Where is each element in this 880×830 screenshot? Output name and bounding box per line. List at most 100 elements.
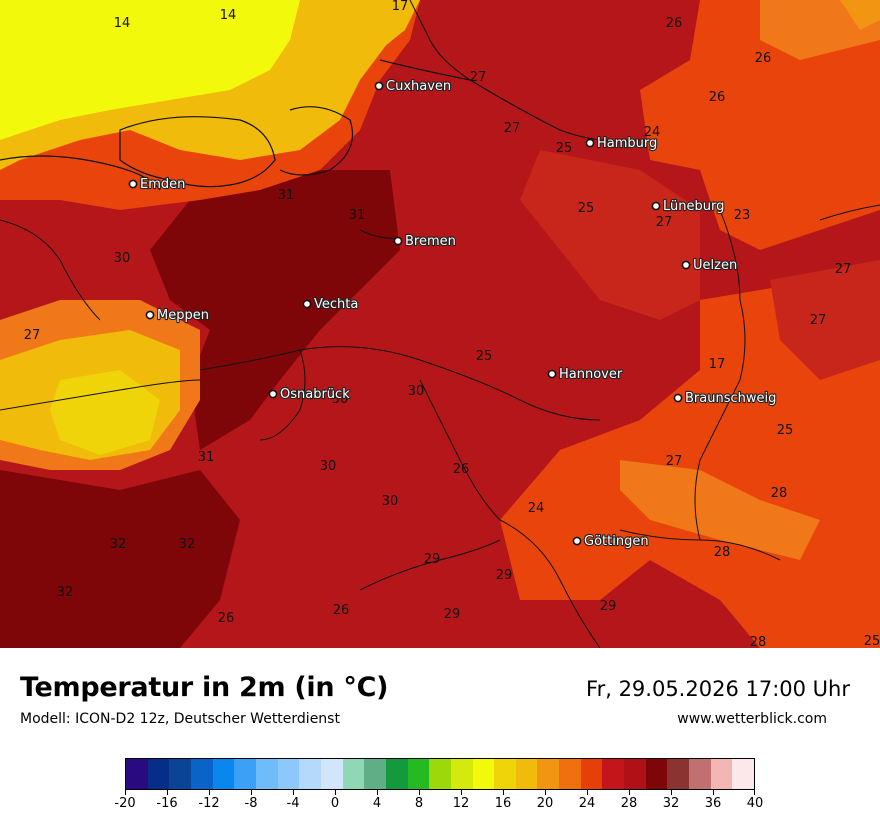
legend-swatch <box>320 759 343 789</box>
legend-swatch <box>602 759 625 789</box>
isotherm-label: 23 <box>734 208 751 223</box>
isotherm-label: 27 <box>835 262 852 277</box>
city-label: Lüneburg <box>663 199 724 214</box>
legend-tick-mark <box>335 790 336 795</box>
isotherm-label: 17 <box>709 357 726 372</box>
isotherm-label: 27 <box>24 328 41 343</box>
temp-field-20-22 <box>840 0 880 30</box>
isotherm-label: 24 <box>644 125 661 140</box>
legend-tick-label: 28 <box>620 796 638 811</box>
isotherm-label: 29 <box>600 599 617 614</box>
legend-swatch <box>190 759 213 789</box>
legend-tick-mark <box>419 790 420 795</box>
city-marker-dot <box>145 310 155 320</box>
state-border-nrw <box>199 346 601 421</box>
legend-swatch <box>234 759 256 789</box>
legend-swatch <box>169 759 191 789</box>
city-label: Uelzen <box>693 258 737 273</box>
city-marker-dot <box>547 369 557 379</box>
legend-tick-mark <box>545 790 546 795</box>
elbe-estuary <box>379 59 641 142</box>
temp-field-30-32-south <box>0 470 240 648</box>
isotherm-label: 27 <box>810 313 827 328</box>
state-border-harz <box>619 529 781 561</box>
isotherm-label: 30 <box>408 384 425 399</box>
color-legend <box>125 758 755 790</box>
isotherm-label: 25 <box>556 141 573 156</box>
temp-field-22-24-south <box>620 460 820 560</box>
city-label: Meppen <box>157 308 209 323</box>
legend-swatch <box>429 759 451 789</box>
isotherm-label: 24 <box>528 501 545 516</box>
legend-tick-mark <box>671 790 672 795</box>
isotherm-label: 32 <box>110 537 127 552</box>
isotherm-label: 28 <box>714 545 731 560</box>
website-link[interactable]: www.wetterblick.com <box>677 711 827 727</box>
legend-tick-label: 4 <box>372 796 382 811</box>
coast-cuxhaven <box>409 0 471 81</box>
isotherm-label: 30 <box>320 459 337 474</box>
legend-swatch <box>212 759 235 789</box>
city-label: Braunschweig <box>685 391 776 406</box>
city-marker-dot <box>681 260 691 270</box>
legend-swatch <box>126 759 148 789</box>
isotherm-label: 27 <box>470 70 487 85</box>
isotherm-label: 26 <box>218 611 235 626</box>
isotherm-label: 31 <box>198 450 215 465</box>
legend-tick-mark <box>629 790 630 795</box>
city-label: Osnabrück <box>280 387 350 402</box>
state-border-south <box>359 539 501 591</box>
isotherm-label: 29 <box>424 552 441 567</box>
coastline-jade <box>279 106 354 176</box>
state-border-weser <box>419 379 501 521</box>
legend-swatch <box>472 759 495 789</box>
legend-swatch <box>299 759 321 789</box>
legend-tick-label: 20 <box>536 796 554 811</box>
isotherm-label: 31 <box>349 208 366 223</box>
city-label: Cuxhaven <box>386 79 451 94</box>
city-marker-dot <box>585 138 595 148</box>
map-title: Temperatur in 2m (in °C) <box>20 672 389 703</box>
legend-swatch <box>407 759 430 789</box>
legend-tick-label: -4 <box>286 796 300 811</box>
isotherm-label: 25 <box>864 634 880 648</box>
map-footer: Temperatur in 2m (in °C) Modell: ICON-D2… <box>0 648 880 830</box>
legend-tick-label: 16 <box>494 796 512 811</box>
city-marker-dot <box>128 179 138 189</box>
legend-tick-label: 0 <box>330 796 340 811</box>
legend-tick-label: -20 <box>114 796 136 811</box>
legend-tick-mark <box>125 790 126 795</box>
isotherm-label: 29 <box>496 568 513 583</box>
city-markers: Cuxhaven Hamburg Emden Lüneburg Bremen Uelzen… <box>128 78 777 550</box>
city-marker-dot <box>651 201 661 211</box>
legend-swatch <box>385 759 408 789</box>
legend-swatch <box>147 759 170 789</box>
model-info: Modell: ICON-D2 12z, Deutscher Wetterdie… <box>20 711 340 727</box>
isotherm-label: 28 <box>750 635 767 648</box>
city-marker-dot <box>572 536 582 546</box>
isotherm-label: 32 <box>57 585 74 600</box>
isotherm-label: 30 <box>382 494 399 509</box>
isotherm-label: 30 <box>332 392 349 407</box>
city-marker-dot <box>268 389 278 399</box>
city-label: Vechta <box>314 297 358 312</box>
temp-field-18-20-elbe <box>340 0 420 50</box>
temp-field-16-18-west <box>50 370 160 455</box>
legend-swatch <box>450 759 473 789</box>
isotherm-label: 30 <box>114 251 131 266</box>
legend-tick-mark <box>377 790 378 795</box>
legend-swatch <box>689 759 711 789</box>
map-canvas: 14 14 17 26 27 26 27 24 26 25 31 25 31 27 23 30 27 27 27 25… <box>0 0 880 648</box>
legend-swatch <box>342 759 365 789</box>
city-label: Hannover <box>559 367 623 382</box>
legend-swatch <box>494 759 516 789</box>
legend-ticks: -20 -16 -12 -8 -4 0 4 8 12 16 20 24 28 32 36 40 <box>114 790 763 820</box>
legend-swatch <box>624 759 646 789</box>
temp-field-30-32 <box>150 170 400 450</box>
state-border-hessen <box>499 519 601 648</box>
legend-tick-label: 8 <box>414 796 424 811</box>
coastline-west <box>0 155 161 191</box>
legend-swatch <box>515 759 538 789</box>
legend-swatch <box>537 759 560 789</box>
isotherm-label: 26 <box>453 462 470 477</box>
